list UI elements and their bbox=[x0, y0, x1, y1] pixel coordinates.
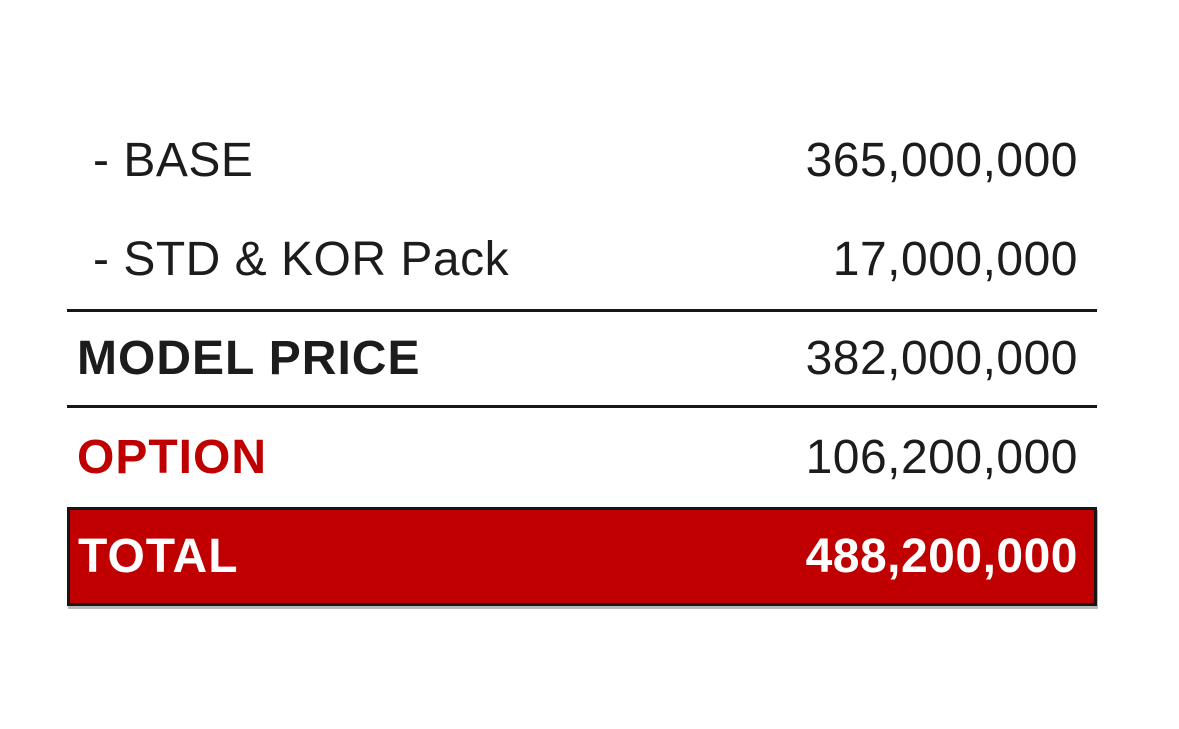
row-base-label: - BASE bbox=[93, 134, 254, 187]
row-option: OPTION 106,200,000 bbox=[67, 408, 1097, 507]
row-std-kor-pack: - STD & KOR Pack 17,000,000 bbox=[67, 210, 1097, 309]
row-total-value: 488,200,000 bbox=[805, 530, 1078, 583]
row-std-kor-pack-value: 17,000,000 bbox=[832, 233, 1078, 286]
row-base-value: 365,000,000 bbox=[805, 134, 1078, 187]
row-total-label: TOTAL bbox=[78, 530, 239, 583]
price-table: - BASE 365,000,000 - STD & KOR Pack 17,0… bbox=[67, 111, 1097, 606]
row-model-price-label: MODEL PRICE bbox=[77, 332, 421, 385]
row-option-value: 106,200,000 bbox=[805, 431, 1078, 484]
row-option-label: OPTION bbox=[77, 431, 268, 484]
row-std-kor-pack-label: - STD & KOR Pack bbox=[93, 233, 510, 286]
row-model-price: MODEL PRICE 382,000,000 bbox=[67, 309, 1097, 408]
row-base: - BASE 365,000,000 bbox=[67, 111, 1097, 210]
row-model-price-value: 382,000,000 bbox=[805, 332, 1078, 385]
row-total: TOTAL 488,200,000 bbox=[67, 507, 1097, 606]
